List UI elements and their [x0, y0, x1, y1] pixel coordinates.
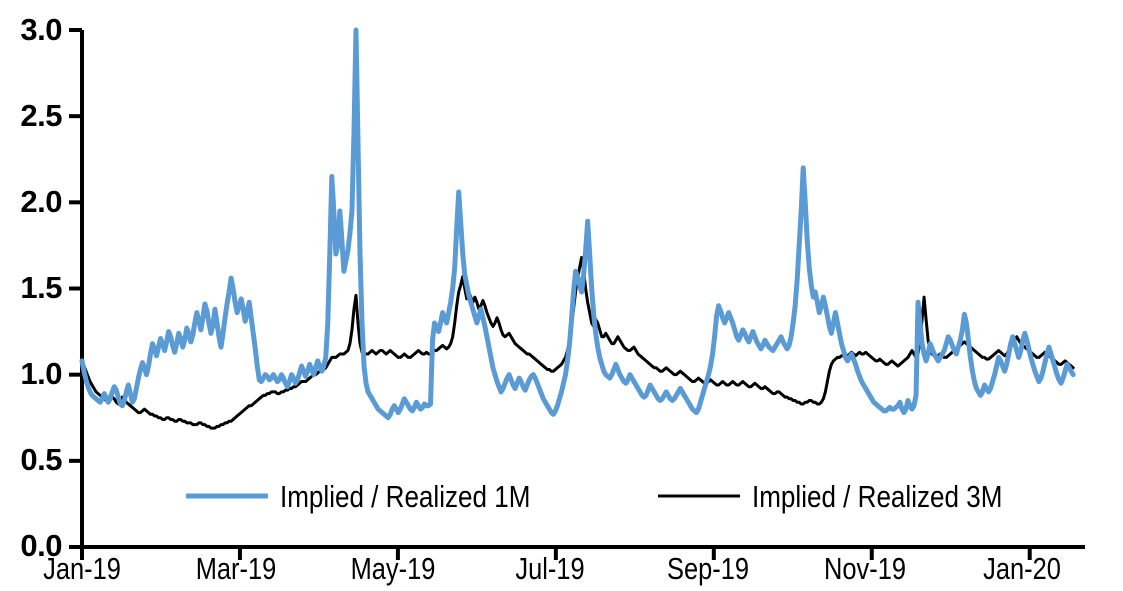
x-tick-label-jul-19: Jul-19 — [515, 551, 585, 586]
series-line-implied-realized-1m — [79, 27, 1076, 421]
x-tick-label-nov-19: Nov-19 — [824, 551, 906, 586]
x-tick-label-jan-20: Jan-20 — [983, 551, 1061, 586]
y-tick-label-1-5: 1.5 — [20, 270, 62, 305]
y-axis-ticks — [69, 28, 82, 549]
y-tick-label-3-0: 3.0 — [20, 12, 62, 47]
x-tick-label-jan-19: Jan-19 — [43, 551, 121, 586]
x-tick-label-mar-19: Mar-19 — [195, 551, 277, 586]
y-tick-label-2-5: 2.5 — [20, 98, 62, 133]
y-tick-label-1-0: 1.0 — [20, 356, 62, 391]
x-tick-label-sep-19: Sep-19 — [667, 551, 749, 586]
y-tick-label-2-0: 2.0 — [20, 184, 62, 219]
y-tick-label-0-0: 0.0 — [20, 528, 62, 563]
y-tick-label-0-5: 0.5 — [20, 442, 62, 477]
legend-label-implied-realized-3m: Implied / Realized 3M — [752, 479, 1003, 514]
legend-label-implied-realized-1m: Implied / Realized 1M — [280, 479, 531, 514]
x-tick-label-may-19: May-19 — [350, 551, 436, 586]
data-series-group — [79, 27, 1076, 430]
x-axis-ticks — [80, 547, 1032, 560]
